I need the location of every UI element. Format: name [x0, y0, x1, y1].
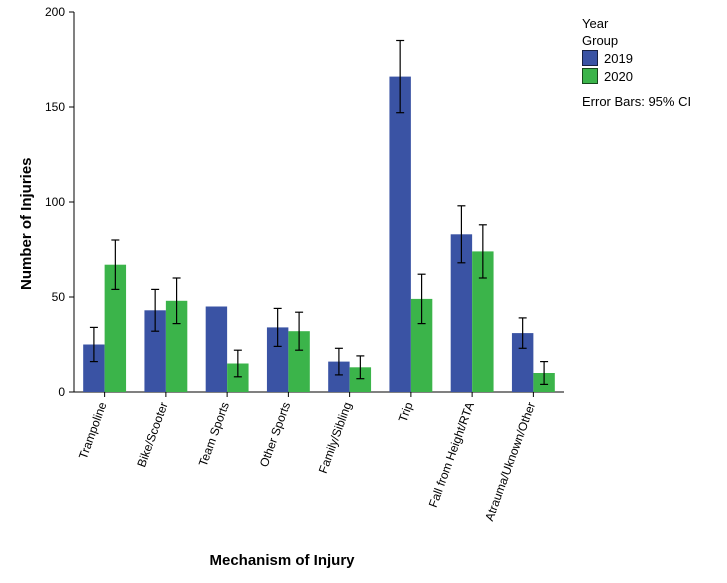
- x-tick-label: Other Sports: [257, 400, 293, 469]
- legend-swatch: [582, 68, 598, 84]
- x-tick-label: Fall from Height/RTA: [426, 400, 477, 509]
- y-tick-label: 150: [45, 100, 65, 114]
- bar: [206, 307, 227, 393]
- legend-error-note: Error Bars: 95% CI: [582, 94, 691, 109]
- legend-swatch: [582, 50, 598, 66]
- y-axis-label: Number of Injuries: [18, 157, 35, 290]
- figure: Number of Injuries 0 50 100 150 200 Trampolin…: [0, 0, 727, 583]
- legend-item: 2019: [582, 50, 691, 66]
- y-tick-label: 0: [58, 385, 65, 399]
- x-tick-label: Atrauma/Uknown/Other: [482, 400, 538, 523]
- x-tick-label: Family/Sibling: [316, 400, 355, 475]
- x-axis-label: Mechanism of Injury: [0, 552, 564, 569]
- bar: [389, 77, 410, 392]
- x-tick-label: Bike/Scooter: [134, 400, 170, 469]
- legend-label: 2020: [604, 69, 633, 84]
- x-tick-label: Trampoline: [76, 400, 110, 461]
- y-tick-label: 50: [52, 290, 66, 304]
- x-tick-label: Trip: [396, 400, 416, 424]
- legend: Year Group 2019 2020 Error Bars: 95% CI: [582, 16, 691, 109]
- y-tick-label: 200: [45, 5, 65, 19]
- legend-item: 2020: [582, 68, 691, 84]
- legend-title-line1: Year: [582, 16, 691, 31]
- y-tick-label: 100: [45, 195, 65, 209]
- legend-title-line2: Group: [582, 33, 691, 48]
- legend-label: 2019: [604, 51, 633, 66]
- x-tick-label: Team Sports: [196, 400, 232, 468]
